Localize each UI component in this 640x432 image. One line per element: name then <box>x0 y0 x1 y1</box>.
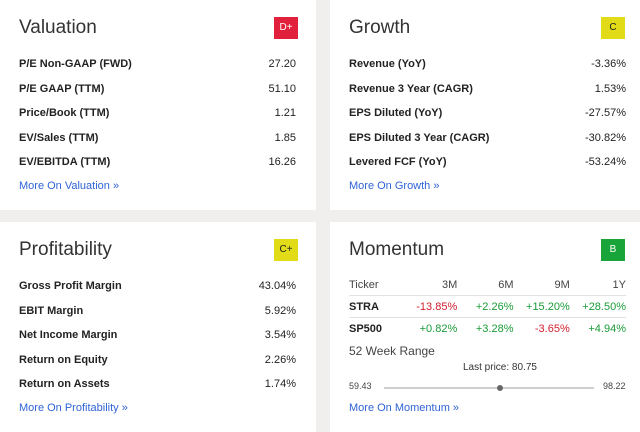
valuation-title: Valuation <box>19 17 97 38</box>
momentum-table: Ticker 3M 6M 9M 1Y STRA -13.85% +2.26% +… <box>349 274 626 340</box>
metric-label: Gross Profit Margin <box>19 280 122 293</box>
value-cell: +0.82% <box>419 323 458 335</box>
metric-value: -53.24% <box>585 156 626 169</box>
column-header: Ticker <box>349 278 379 291</box>
more-on-profitability-link[interactable]: More On Profitability » <box>19 402 128 414</box>
ticker-cell: STRA <box>349 300 379 313</box>
more-on-momentum-link[interactable]: More On Momentum » <box>349 402 460 414</box>
range-high-value: 98.22 <box>603 381 626 391</box>
growth-grade-badge: C <box>601 17 625 39</box>
metric-value: 2.26% <box>264 353 296 366</box>
valuation-grade-badge: D+ <box>274 17 298 39</box>
metric-label: EV/EBITDA (TTM) <box>19 156 111 169</box>
metric-value: 27.20 <box>268 58 296 71</box>
growth-card: Growth C Revenue (YoY) -3.36% Revenue 3 Y… <box>330 0 640 210</box>
metric-label: Net Income Margin <box>19 329 118 342</box>
value-cell: -3.65% <box>534 323 570 335</box>
metric-row: Revenue (YoY) -3.36% <box>349 52 626 77</box>
metric-label: Return on Assets <box>19 378 110 391</box>
growth-title: Growth <box>349 17 411 38</box>
metric-label: EBIT Margin <box>19 304 84 317</box>
momentum-title: Momentum <box>349 239 445 260</box>
metric-label: Revenue 3 Year (CAGR) <box>349 82 473 95</box>
metric-row: Price/Book (TTM) 1.21 <box>19 101 296 126</box>
table-row: SP500 +0.82% +3.28% -3.65% +4.94% <box>349 318 626 340</box>
metric-value: 1.21 <box>274 107 296 120</box>
value-cell: +28.50% <box>582 300 626 313</box>
metric-value: 3.54% <box>264 329 296 342</box>
metric-label: EV/Sales (TTM) <box>19 131 99 144</box>
value-cell: -13.85% <box>416 300 458 313</box>
column-header: 9M <box>554 278 570 291</box>
metric-label: Levered FCF (YoY) <box>349 156 447 169</box>
metric-value: -3.36% <box>591 58 626 71</box>
metric-label: Revenue (YoY) <box>349 58 426 71</box>
more-on-growth-link[interactable]: More On Growth » <box>349 180 440 192</box>
metric-row: EV/EBITDA (TTM) 16.26 <box>19 150 296 175</box>
metric-row: P/E Non-GAAP (FWD) 27.20 <box>19 52 296 77</box>
momentum-card: Momentum B Ticker 3M 6M 9M 1Y STRA -13.8… <box>330 222 640 432</box>
current-price-marker <box>496 385 503 391</box>
metric-value: 43.04% <box>258 280 296 293</box>
week-range-title: 52 Week Range <box>349 344 435 358</box>
value-cell: +2.26% <box>475 300 514 313</box>
metric-value: 1.85 <box>274 131 296 144</box>
metric-label: Return on Equity <box>19 353 108 366</box>
more-on-valuation-link[interactable]: More On Valuation » <box>19 180 120 192</box>
ticker-cell: SP500 <box>349 323 383 335</box>
value-cell: +3.28% <box>475 323 514 335</box>
profitability-title: Profitability <box>19 239 112 260</box>
metric-value: -27.57% <box>585 107 626 120</box>
metric-value: -30.82% <box>585 131 626 144</box>
column-header: 6M <box>498 278 514 291</box>
column-header: 1Y <box>612 278 626 291</box>
column-header: 3M <box>441 278 458 291</box>
metric-row: Levered FCF (YoY) -53.24% <box>349 150 626 175</box>
metric-row: EV/Sales (TTM) 1.85 <box>19 126 296 151</box>
metric-row: Revenue 3 Year (CAGR) 1.53% <box>349 77 626 102</box>
metric-row: Return on Equity 2.26% <box>19 348 296 373</box>
table-row: STRA -13.85% +2.26% +15.20% +28.50% <box>349 296 626 318</box>
metric-label: P/E Non-GAAP (FWD) <box>19 58 132 71</box>
value-cell: +4.94% <box>588 323 626 335</box>
profitability-metrics: Gross Profit Margin 43.04% EBIT Margin 5.9… <box>19 274 296 397</box>
range-low-value: 59.43 <box>349 381 372 391</box>
metric-row: EPS Diluted (YoY) -27.57% <box>349 101 626 126</box>
metric-value: 16.26 <box>268 156 296 169</box>
metric-value: 51.10 <box>268 82 296 95</box>
metric-row: EPS Diluted 3 Year (CAGR) -30.82% <box>349 126 626 151</box>
metric-value: 1.53% <box>594 82 626 95</box>
metric-label: P/E GAAP (TTM) <box>19 82 105 95</box>
valuation-card: Valuation D+ P/E Non-GAAP (FWD) 27.20 P/E… <box>0 0 316 210</box>
last-price-label: Last price: 80.75 <box>463 362 537 373</box>
profitability-grade-badge: C+ <box>274 239 298 261</box>
week-range-track <box>384 385 594 391</box>
metric-label: Price/Book (TTM) <box>19 107 110 120</box>
metric-row: P/E GAAP (TTM) 51.10 <box>19 77 296 102</box>
metric-row: Return on Assets 1.74% <box>19 372 296 397</box>
metric-value: 5.92% <box>264 304 296 317</box>
metric-row: Net Income Margin 3.54% <box>19 323 296 348</box>
metric-label: EPS Diluted (YoY) <box>349 107 443 120</box>
momentum-grade-badge: B <box>601 239 625 261</box>
value-cell: +15.20% <box>526 300 570 313</box>
table-header-row: Ticker 3M 6M 9M 1Y <box>349 274 626 296</box>
metric-row: EBIT Margin 5.92% <box>19 299 296 324</box>
metric-value: 1.74% <box>264 378 296 391</box>
metric-row: Gross Profit Margin 43.04% <box>19 274 296 299</box>
metric-label: EPS Diluted 3 Year (CAGR) <box>349 131 490 144</box>
profitability-card: Profitability C+ Gross Profit Margin 43.0… <box>0 222 316 432</box>
valuation-metrics: P/E Non-GAAP (FWD) 27.20 P/E GAAP (TTM) 51… <box>19 52 296 175</box>
growth-metrics: Revenue (YoY) -3.36% Revenue 3 Year (CAGR… <box>349 52 626 175</box>
